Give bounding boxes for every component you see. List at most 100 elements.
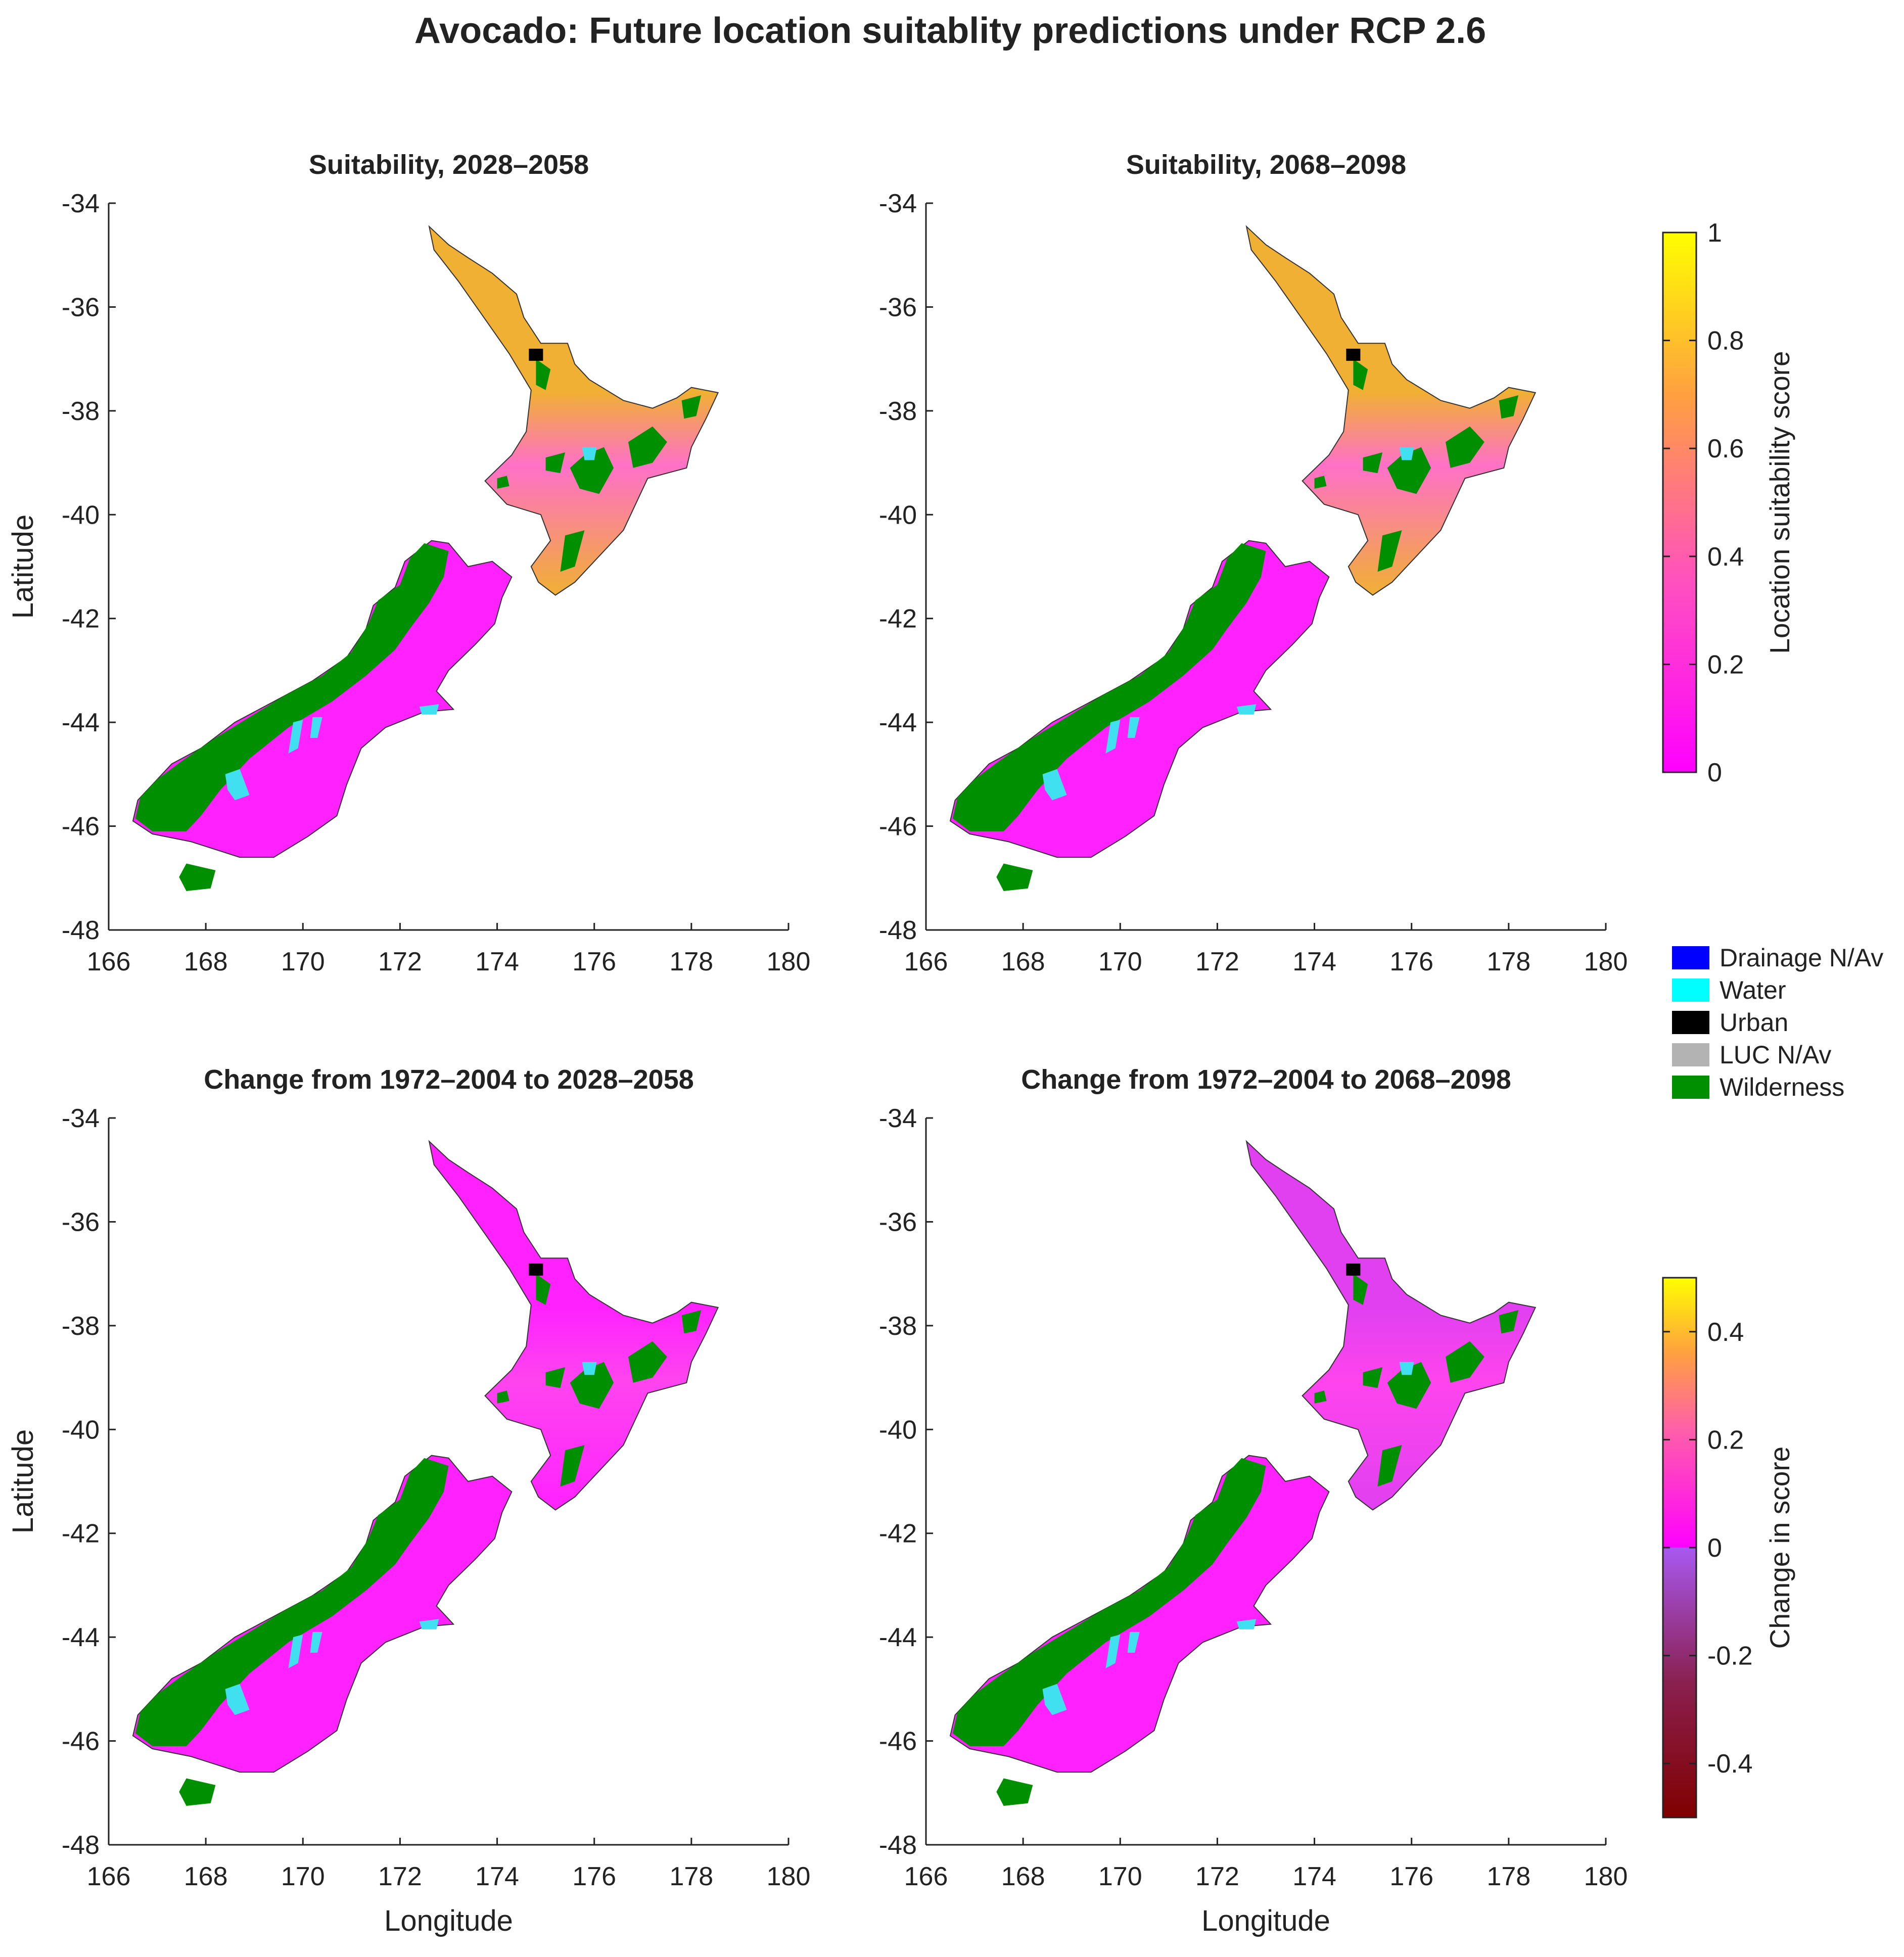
water-area [1236,1619,1257,1629]
map-panel-2: Suitability, 2068–2098 166 168 170 172 174 176… [879,150,1628,976]
water-area [1042,1684,1067,1715]
colorbar-tick-label: 1 [1707,218,1722,248]
water-area [1236,704,1257,715]
x-tick-label: 170 [281,1862,325,1891]
wilderness-area [1377,530,1402,572]
water-area [419,704,439,715]
y-tick-label: -40 [62,1415,100,1445]
x-tick-label: 174 [1292,947,1336,976]
water-area [1127,717,1140,738]
y-tick-label: -42 [879,604,917,634]
x-tick-label: 168 [184,1862,228,1891]
x-tick-label: 172 [1195,947,1239,976]
map-panel-4: Change from 1972–2004 to 2068–2098 166 168… [879,1064,1628,1937]
x-tick-label: 178 [1487,1862,1530,1891]
x-tick-label: 176 [572,947,616,976]
x-tick-label: 174 [475,1862,519,1891]
x-tick-label: 172 [1195,1862,1239,1891]
colorbar-tick-label: 0.6 [1707,434,1744,463]
wilderness-area [560,1445,585,1487]
colorbar-tick-label: -0.2 [1707,1642,1753,1671]
x-tick-label: 168 [184,947,228,976]
water-area [288,1635,303,1668]
x-tick-label: 180 [1584,1862,1628,1891]
y-tick-label: -44 [62,1623,100,1652]
stewart-island [179,1778,216,1806]
stewart-island [996,863,1033,891]
colorbar-change-ticks: 0.4 0.2 0 -0.2 -0.4 [1663,1318,1753,1779]
water-area [1105,1635,1121,1668]
figure-title: Avocado: Future location suitablity pred… [414,11,1486,51]
x-tick-label: 176 [1389,1862,1433,1891]
y-tick-label: -38 [879,397,917,426]
y-tick-label: -36 [62,1207,100,1237]
urban-area [1346,348,1361,361]
colorbar-tick-label: 0.4 [1707,542,1744,572]
colorbar-tick-label: 0.2 [1707,650,1744,679]
legend-label: Water [1720,976,1786,1004]
x-tick-label: 166 [904,1862,948,1891]
y-tick-label: -34 [879,1104,917,1133]
water-area [225,769,250,801]
wilderness-area [1387,447,1431,494]
legend-swatch [1672,1043,1709,1066]
legend-swatch [1672,1076,1709,1099]
y-tick-label: -46 [62,1727,100,1756]
wilderness-area [1377,1445,1402,1487]
colorbar-tick-label: 0.2 [1707,1425,1744,1455]
x-axis-label: Longitude [384,1904,513,1937]
y-axis-label: Latitude [7,515,39,619]
wilderness-area [497,1390,509,1404]
wilderness-area [570,1362,614,1409]
urban-area [1346,1263,1361,1276]
wilderness-area [1446,1341,1484,1383]
y-tick-label: -48 [62,1831,100,1860]
panel-title: Suitability, 2068–2098 [1126,150,1406,180]
x-tick-label: 178 [669,1862,713,1891]
y-tick-label: -48 [62,916,100,945]
wilderness-area [135,543,449,831]
x-tick-label: 166 [87,947,131,976]
y-tick-label: -34 [62,1104,100,1133]
y-tick-label: -38 [879,1312,917,1341]
x-tick-label: 168 [1001,947,1045,976]
colorbar-tick-label: 0.4 [1707,1318,1744,1347]
urban-area [529,348,543,361]
y-tick-label: -44 [879,708,917,737]
wilderness-area [1446,426,1484,468]
wilderness-area [135,1458,449,1746]
y-tick-label: -36 [62,293,100,322]
panel-title: Change from 1972–2004 to 2028–2058 [204,1064,694,1095]
x-tick-label: 174 [475,947,519,976]
water-area [1127,1632,1140,1653]
colorbar-suitability-bar [1662,231,1697,773]
x-tick-label: 166 [87,1862,131,1891]
water-area [419,1619,439,1629]
y-tick-label: -46 [879,1727,917,1756]
water-area [288,720,303,754]
stewart-island [996,1778,1033,1806]
x-tick-label: 180 [767,947,811,976]
legend-swatch [1672,946,1709,969]
x-tick-label: 176 [1389,947,1433,976]
wilderness-area [1314,1390,1327,1404]
water-area [1399,1362,1414,1375]
water-area [1399,447,1414,460]
x-tick-label: 180 [767,1862,811,1891]
water-area [582,1362,597,1375]
y-tick-label: -38 [62,397,100,426]
map-panel-1: Suitability, 2028–2058 166 168 170 172 174 176… [7,150,810,976]
legend-label: Wilderness [1720,1073,1844,1101]
north-island [428,1140,719,1511]
x-tick-label: 180 [1584,947,1628,976]
wilderness-area [1499,1310,1519,1334]
wilderness-area [1353,1274,1368,1305]
y-tick-label: -38 [62,1312,100,1341]
legend-swatch [1672,978,1709,1002]
colorbar-change: 0.4 0.2 0 -0.2 -0.4 Change in score [1662,1277,1795,1819]
north-island [428,225,719,596]
wilderness-area [628,426,667,468]
legend-label: LUC N/Av [1720,1041,1831,1069]
wilderness-area [681,395,702,419]
